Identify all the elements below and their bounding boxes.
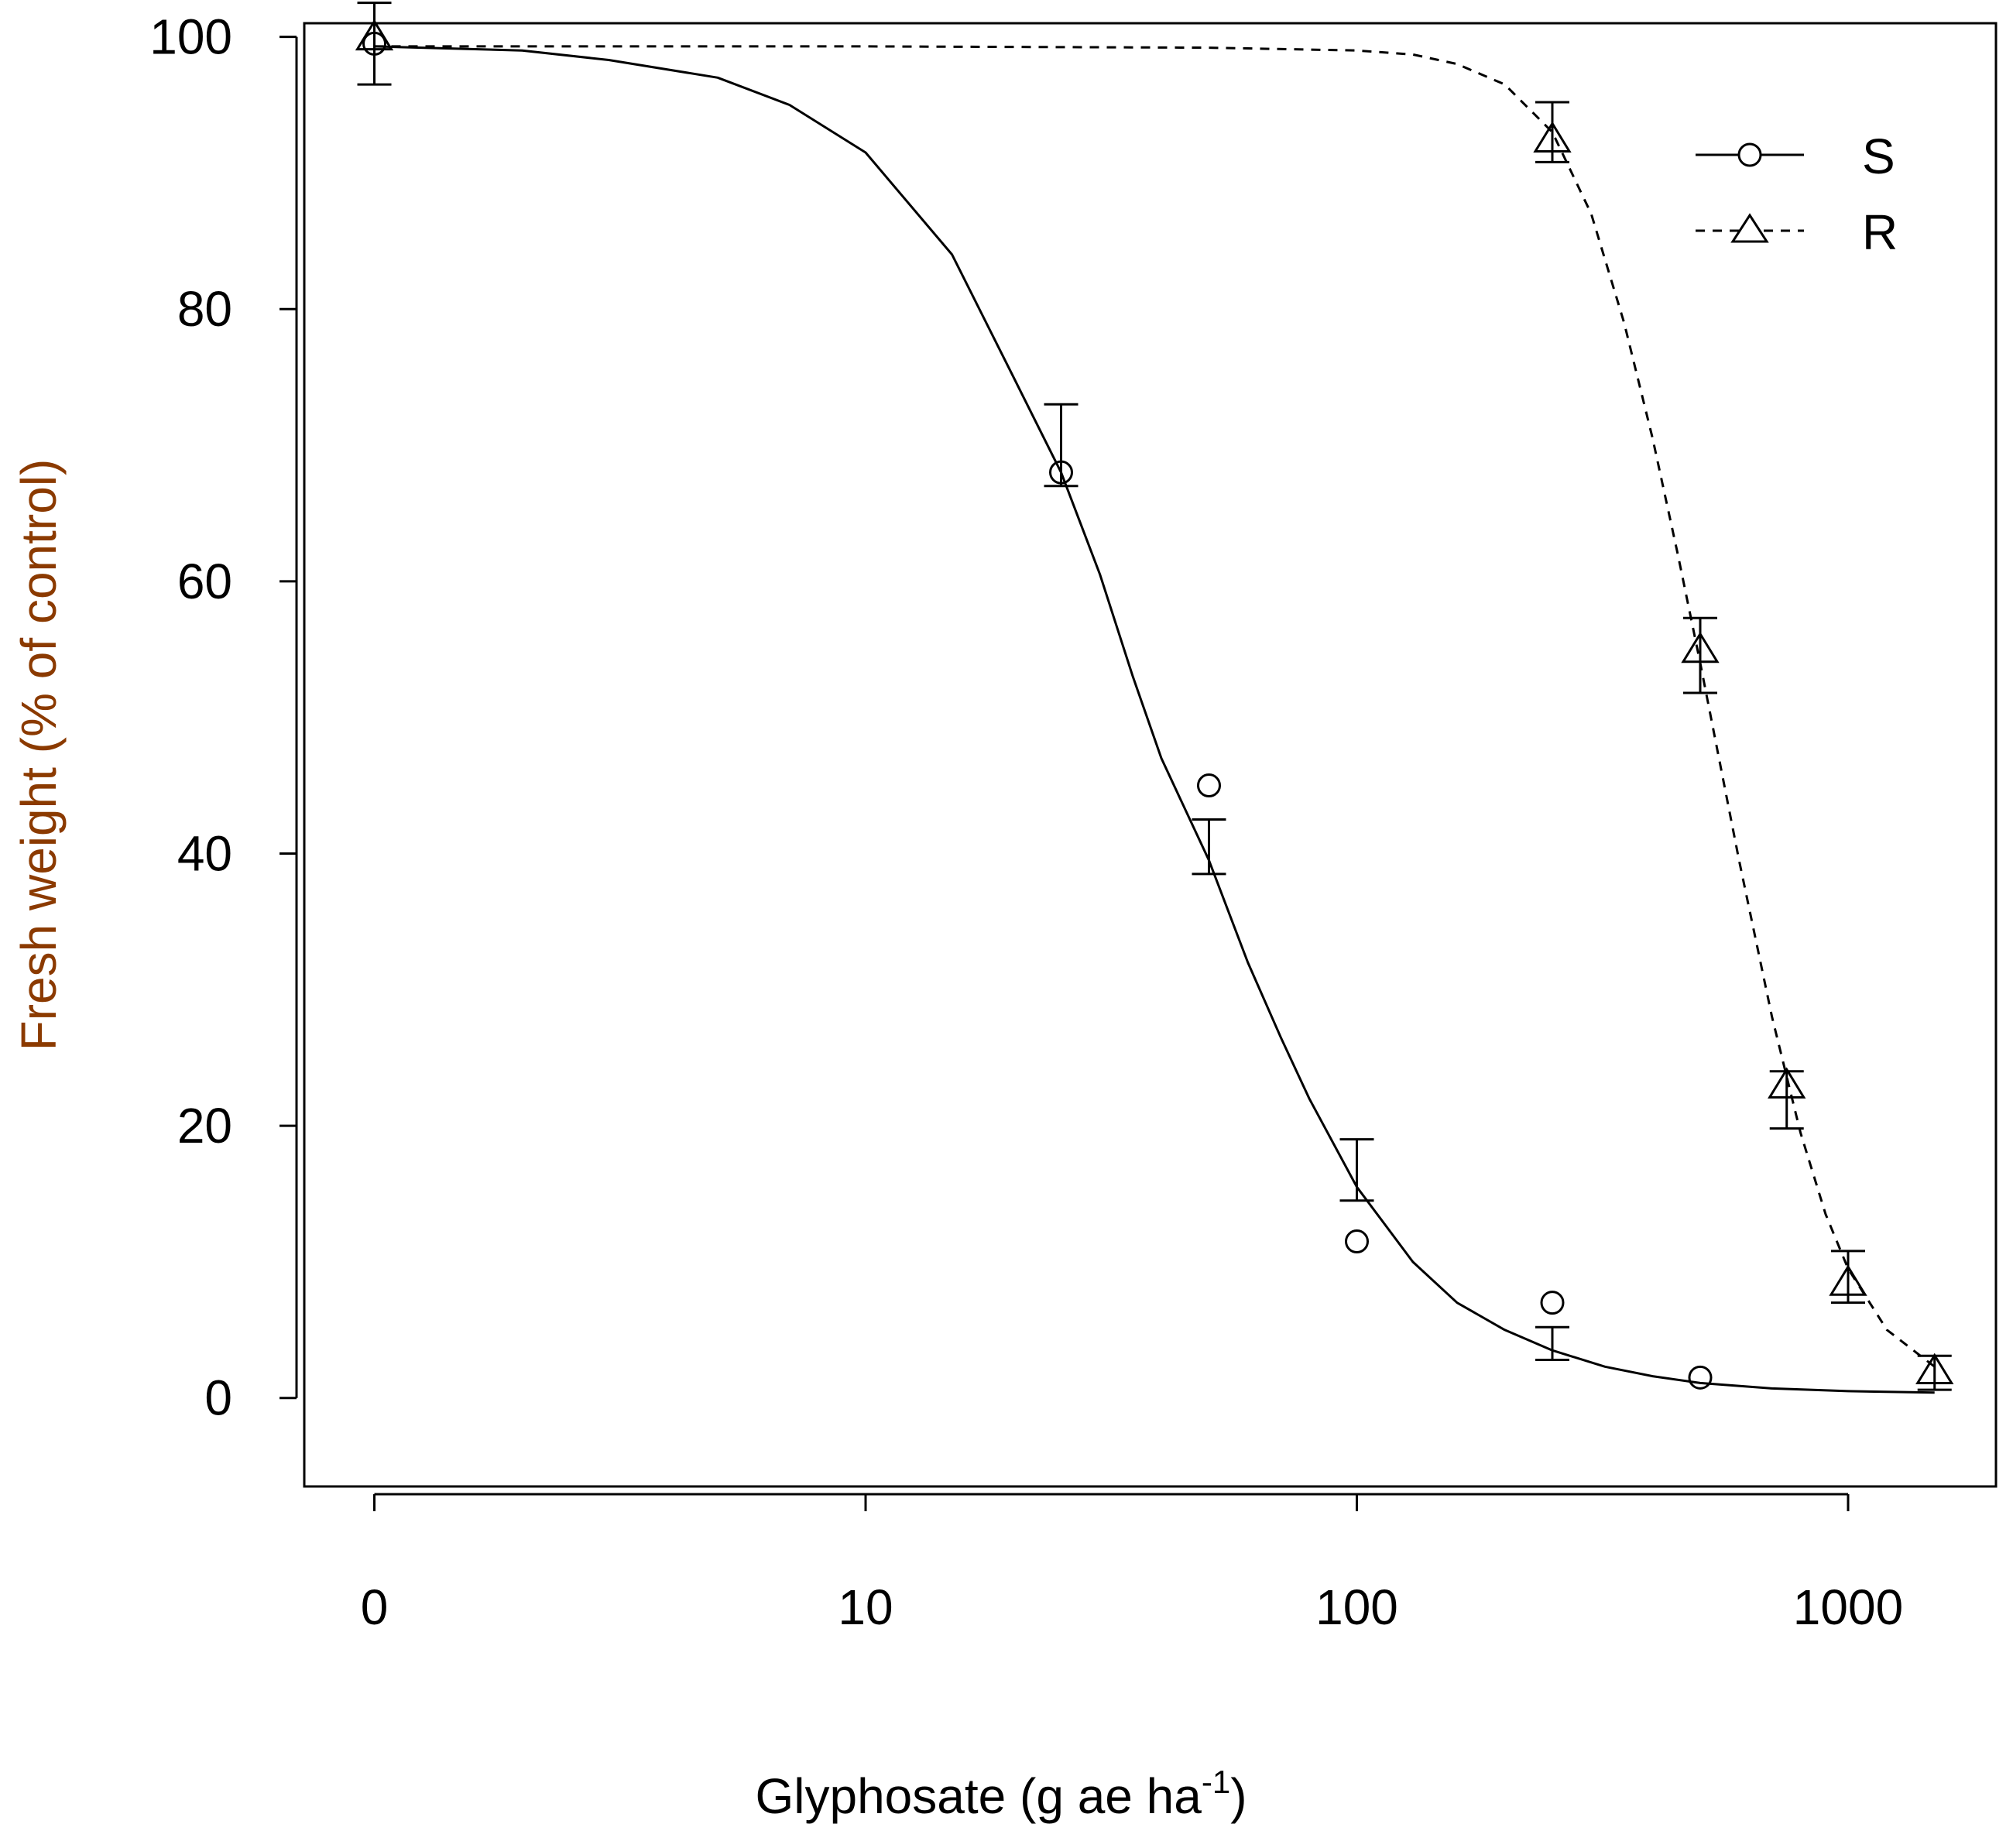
data-point-s (1049, 460, 1074, 485)
error-bars (357, 2, 1952, 1391)
data-point-r (1829, 1264, 1867, 1296)
legend-marker-s (1737, 142, 1762, 167)
fit-line-s (374, 45, 1935, 1394)
x-tick-label: 0 (361, 1579, 389, 1635)
data-point-r (1768, 1067, 1806, 1099)
data-point-r (1533, 121, 1572, 153)
x-axis-label-superscript: -1 (1202, 1764, 1230, 1800)
x-axis: 0 10 100 1000 (361, 1493, 1903, 1635)
data-point-s (1688, 1365, 1713, 1390)
error-bar-s (1192, 818, 1226, 876)
error-bar-r (357, 2, 392, 86)
y-axis-label: Fresh weight (% of control) (11, 459, 67, 1051)
error-bar-s (1535, 1325, 1569, 1361)
fit-line-r (374, 45, 1936, 1368)
x-axis-label-main: Glyphosate (g ae ha (755, 1768, 1202, 1824)
error-bar-r (1682, 616, 1717, 694)
legend: S R (1696, 129, 1898, 260)
error-bar-s (1339, 1138, 1374, 1202)
x-tick-label: 10 (838, 1579, 893, 1635)
data-point-r (1915, 1353, 1954, 1385)
error-bar-s (1044, 403, 1079, 488)
x-tick-label: 1000 (1793, 1579, 1903, 1635)
x-tick-label: 100 (1315, 1579, 1398, 1635)
y-tick-label: 40 (177, 825, 232, 881)
fit-lines (374, 45, 1936, 1394)
y-tick-label: 80 (177, 281, 232, 337)
y-tick-label: 0 (204, 1370, 232, 1426)
x-axis-label-close: ) (1230, 1768, 1247, 1824)
y-axis: 0 20 40 60 80 100 (149, 9, 298, 1426)
legend-label-s: S (1862, 129, 1895, 184)
data-point-s (1540, 1291, 1565, 1315)
plot-frame (303, 22, 1998, 1488)
data-point-s (1345, 1229, 1370, 1254)
y-tick-label: 20 (177, 1098, 232, 1154)
y-tick-label: 60 (177, 554, 232, 609)
y-tick-label: 100 (149, 9, 232, 65)
data-point-r (1681, 631, 1720, 663)
legend-marker-r (1730, 213, 1769, 243)
data-point-s (362, 31, 387, 56)
data-markers (355, 19, 1954, 1390)
x-axis-label: Glyphosate (g ae ha-1) (755, 1764, 1247, 1824)
data-point-s (1197, 773, 1222, 798)
data-point-r (355, 19, 394, 51)
legend-label-r: R (1862, 204, 1898, 260)
